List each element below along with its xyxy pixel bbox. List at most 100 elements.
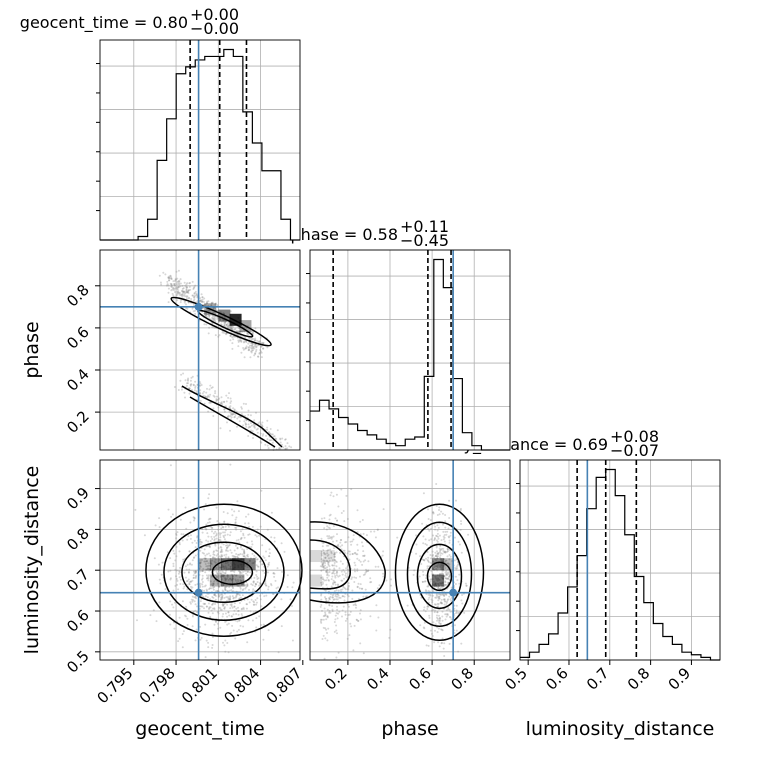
sample-point bbox=[434, 629, 436, 632]
sample-point bbox=[245, 341, 248, 343]
sample-point bbox=[445, 604, 448, 607]
histogram-step bbox=[100, 48, 300, 241]
sample-point bbox=[249, 414, 252, 417]
sample-point bbox=[225, 577, 228, 580]
sample-point bbox=[261, 563, 264, 566]
sample-point bbox=[359, 642, 362, 645]
sample-point bbox=[444, 559, 447, 562]
sample-point bbox=[217, 627, 220, 630]
sample-point bbox=[255, 428, 258, 431]
sample-point bbox=[331, 564, 334, 567]
sample-point bbox=[243, 555, 246, 558]
sample-point bbox=[213, 560, 216, 563]
sample-point bbox=[342, 586, 345, 589]
sample-point bbox=[340, 548, 343, 551]
sample-point bbox=[446, 577, 449, 580]
sample-point bbox=[175, 555, 178, 558]
sample-point bbox=[173, 552, 176, 555]
sample-point bbox=[251, 342, 254, 345]
sample-point bbox=[460, 642, 463, 645]
sample-point bbox=[185, 286, 188, 289]
sample-point bbox=[223, 536, 225, 539]
sample-point bbox=[208, 315, 211, 317]
sample-point bbox=[436, 557, 439, 560]
sample-point bbox=[434, 596, 437, 599]
sample-point bbox=[168, 275, 171, 278]
sample-point bbox=[212, 556, 215, 559]
sample-point bbox=[422, 492, 425, 495]
sample-point bbox=[231, 327, 234, 330]
sample-point bbox=[223, 554, 226, 557]
sample-point bbox=[334, 517, 337, 520]
sample-point bbox=[237, 593, 240, 596]
sample-point bbox=[224, 321, 226, 324]
x-tick-label: 0.8 bbox=[624, 664, 654, 694]
sample-point bbox=[227, 324, 230, 327]
sample-point bbox=[212, 318, 215, 321]
sample-point bbox=[237, 330, 240, 333]
sample-point bbox=[226, 615, 229, 618]
sample-point bbox=[208, 588, 211, 591]
sample-point bbox=[320, 618, 323, 621]
sample-point bbox=[175, 578, 178, 580]
sample-point bbox=[374, 565, 377, 568]
sample-point bbox=[229, 326, 232, 329]
sample-point bbox=[264, 583, 267, 586]
sample-point bbox=[389, 628, 392, 631]
sample-point bbox=[229, 339, 232, 342]
sample-point bbox=[352, 649, 355, 652]
sample-point bbox=[223, 400, 226, 403]
sample-point bbox=[327, 553, 330, 556]
sample-point bbox=[237, 606, 239, 609]
sample-point bbox=[191, 595, 194, 598]
sample-point bbox=[262, 569, 265, 572]
sample-point bbox=[359, 618, 362, 621]
sample-point bbox=[152, 609, 155, 612]
contour-line bbox=[189, 396, 276, 448]
sample-point bbox=[435, 568, 438, 570]
sample-point bbox=[425, 644, 428, 647]
sample-point bbox=[266, 528, 269, 531]
sample-point bbox=[191, 615, 194, 618]
sample-point bbox=[191, 559, 194, 562]
sample-point bbox=[320, 517, 323, 520]
sample-point bbox=[449, 531, 452, 534]
sample-point bbox=[245, 586, 248, 589]
sample-point bbox=[240, 596, 242, 599]
density-cell bbox=[209, 558, 222, 571]
sample-point bbox=[332, 535, 335, 538]
sample-point bbox=[356, 549, 359, 552]
sample-point bbox=[190, 383, 193, 386]
sample-point bbox=[382, 508, 385, 511]
sample-point bbox=[193, 570, 195, 573]
sample-point bbox=[176, 299, 179, 302]
sample-point bbox=[237, 569, 240, 572]
sample-point bbox=[185, 297, 188, 300]
sample-point bbox=[252, 349, 254, 352]
sample-point bbox=[223, 520, 226, 523]
sample-point bbox=[268, 439, 271, 442]
sample-point bbox=[180, 373, 183, 376]
sample-point bbox=[170, 283, 173, 286]
sample-point bbox=[218, 572, 221, 575]
sample-point bbox=[231, 586, 234, 589]
sample-point bbox=[446, 614, 449, 616]
sample-point bbox=[359, 520, 362, 523]
sample-point bbox=[419, 624, 422, 627]
sample-point bbox=[249, 426, 252, 428]
sample-point bbox=[282, 446, 285, 449]
sample-point bbox=[217, 528, 220, 531]
sample-point bbox=[454, 567, 457, 570]
sample-point bbox=[241, 548, 244, 551]
sample-point bbox=[256, 528, 259, 531]
sample-point bbox=[449, 534, 452, 537]
sample-point bbox=[455, 629, 458, 632]
sample-point bbox=[265, 584, 268, 587]
sample-point bbox=[185, 285, 188, 288]
sample-point bbox=[436, 540, 439, 543]
sample-point bbox=[445, 593, 448, 596]
sample-point bbox=[201, 300, 204, 303]
sample-point bbox=[220, 402, 223, 405]
sample-point bbox=[182, 558, 185, 561]
sample-point bbox=[233, 416, 236, 419]
